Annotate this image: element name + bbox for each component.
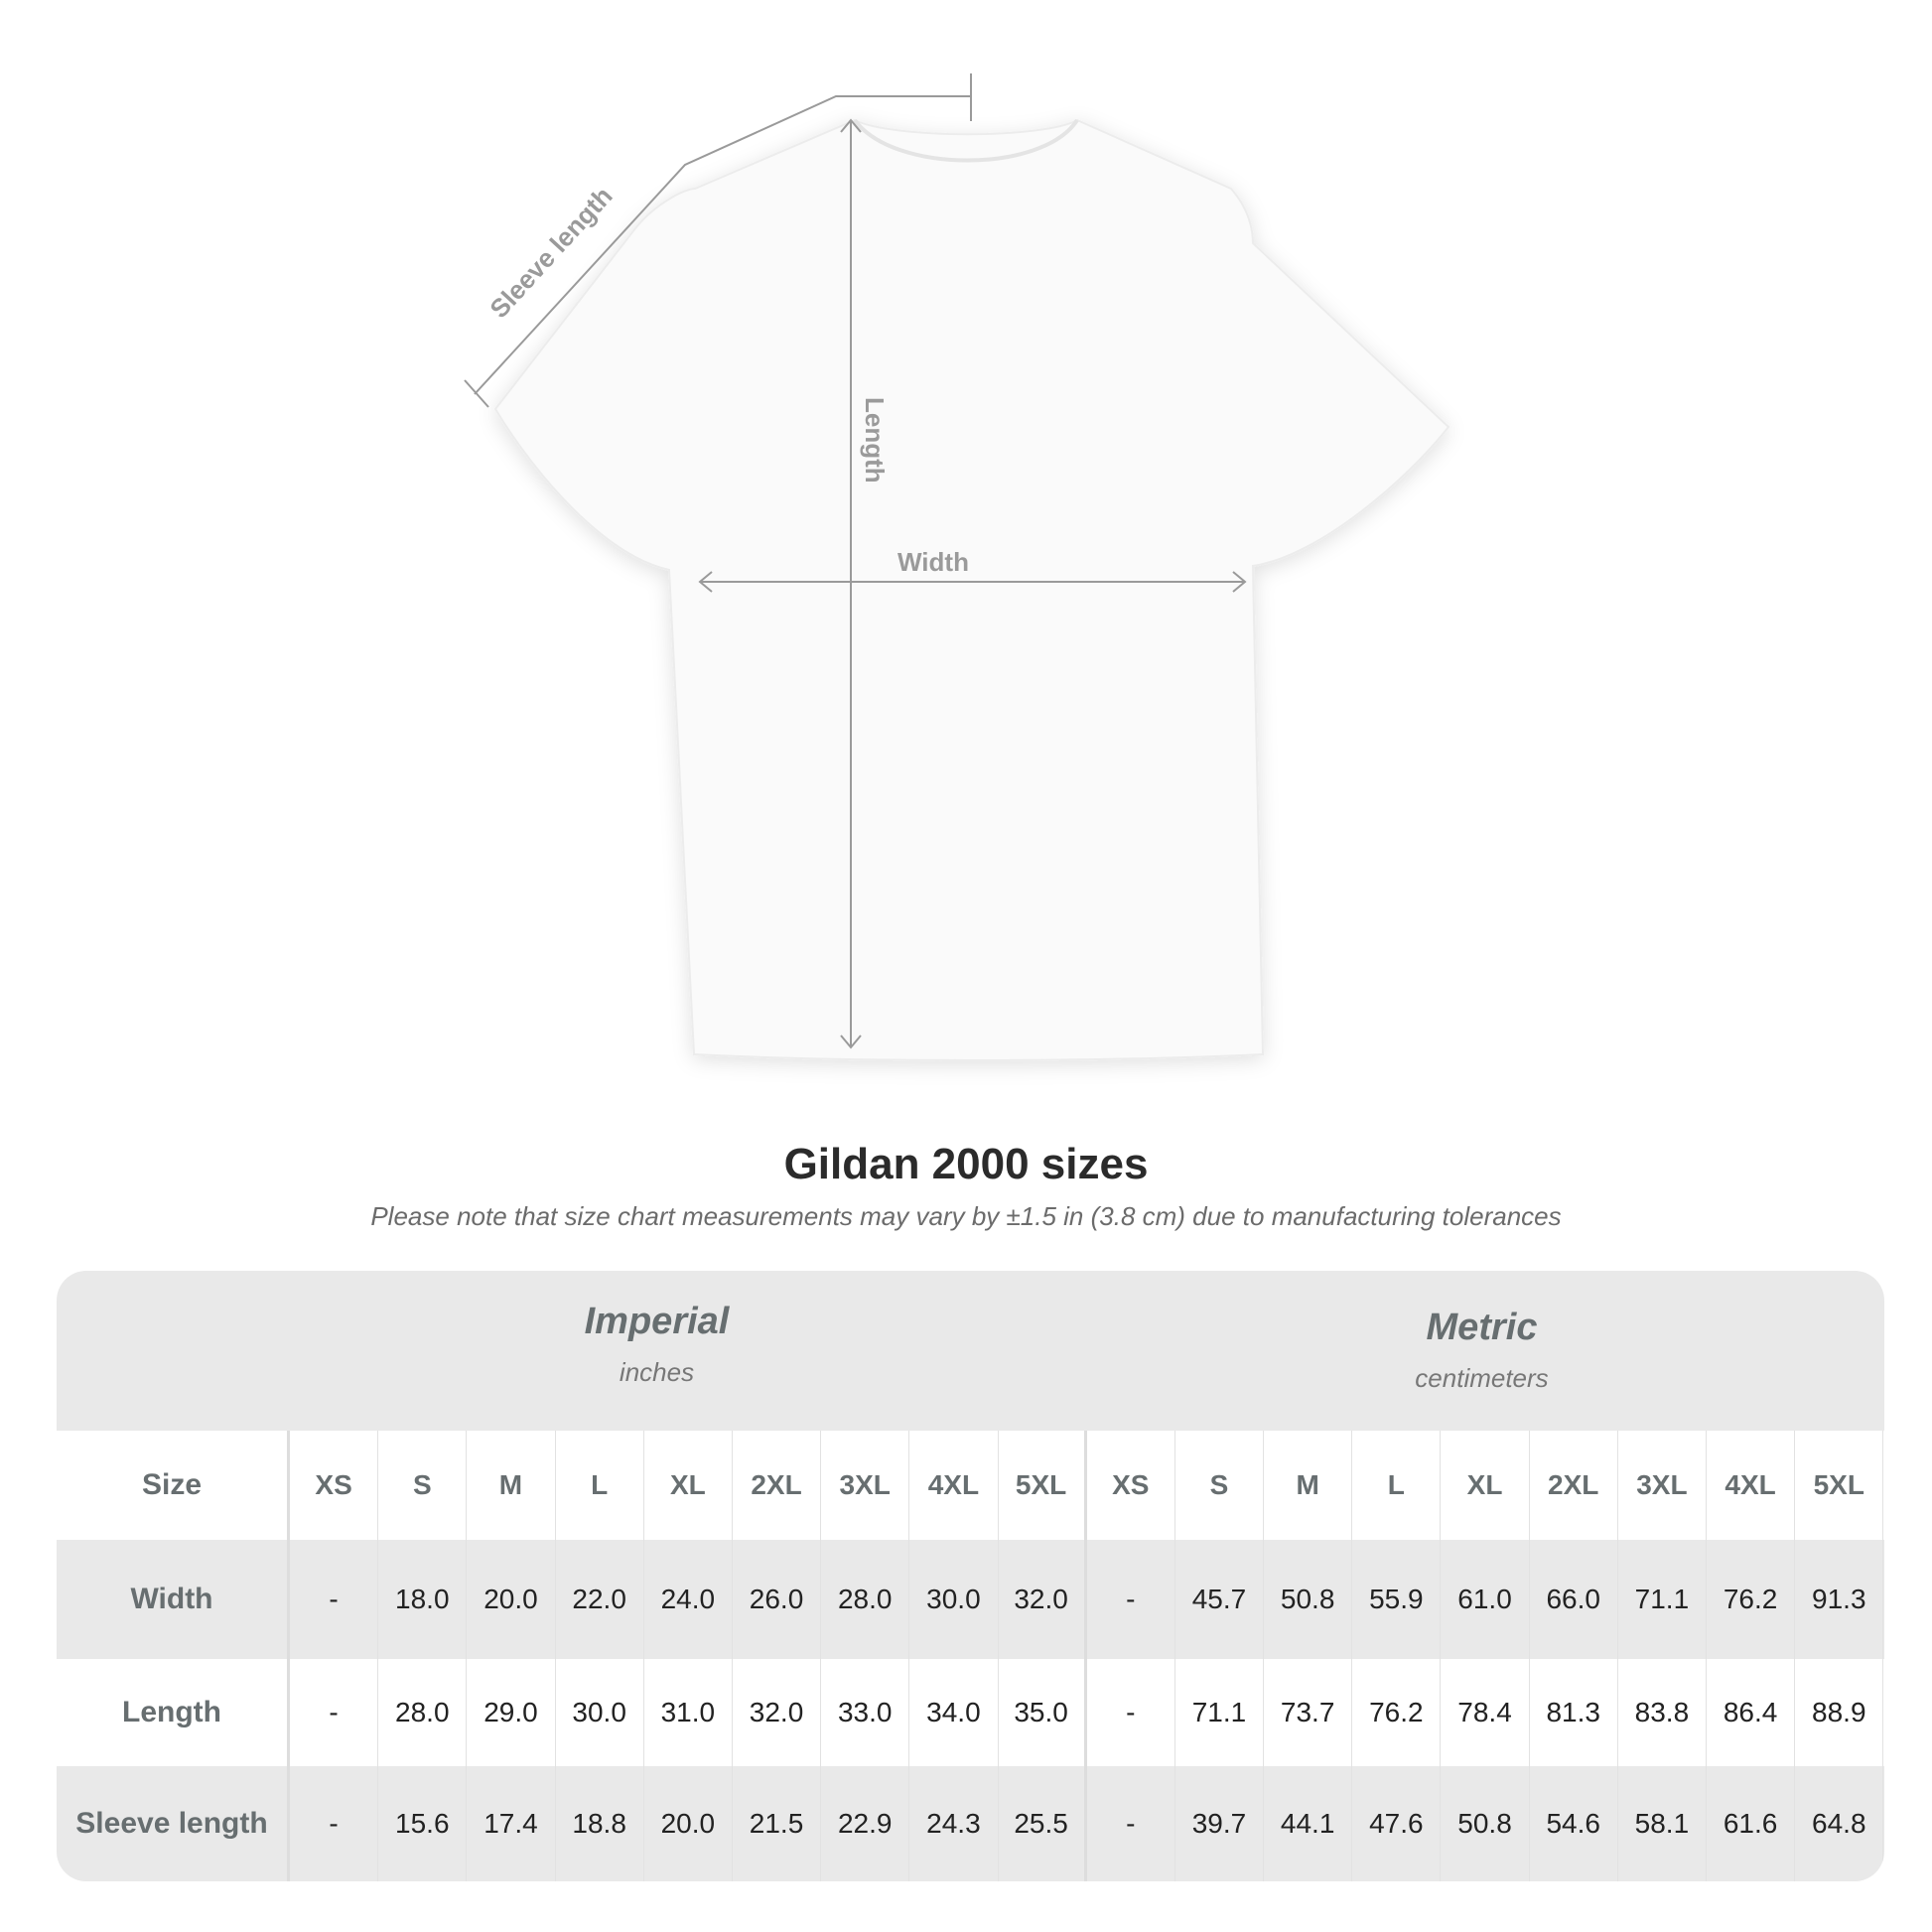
size-header-cell: 2XL bbox=[1530, 1431, 1618, 1540]
chart-title: Gildan 2000 sizes bbox=[783, 1140, 1149, 1188]
table-cell: 91.3 bbox=[1795, 1540, 1884, 1659]
imperial-header: Imperial inches bbox=[258, 1301, 1055, 1388]
size-header-cell: S bbox=[1175, 1431, 1265, 1540]
table-cell: 39.7 bbox=[1175, 1766, 1265, 1881]
table-row: Length -28.0 29.0 30.0 31.0 32.0 33.0 34.0 35.0-… bbox=[57, 1659, 1884, 1766]
table-cell: 31.0 bbox=[644, 1659, 733, 1766]
size-header-cell: 3XL bbox=[1618, 1431, 1707, 1540]
table-cell: - bbox=[1087, 1766, 1175, 1881]
table-cell: 55.9 bbox=[1352, 1540, 1442, 1659]
table-cell: 61.0 bbox=[1441, 1540, 1530, 1659]
table-cell: 64.8 bbox=[1795, 1766, 1884, 1881]
table-cell: 81.3 bbox=[1530, 1659, 1618, 1766]
table-cell: - bbox=[1087, 1659, 1175, 1766]
table-cell: 66.0 bbox=[1530, 1540, 1618, 1659]
table-cell: 35.0 bbox=[999, 1659, 1087, 1766]
table-cell: 78.4 bbox=[1441, 1659, 1530, 1766]
table-cell: 30.0 bbox=[556, 1659, 644, 1766]
tshirt-diagram: Sleeve length Length Width bbox=[464, 73, 1450, 1061]
metric-unit: centimeters bbox=[1415, 1363, 1549, 1393]
size-header-cell: 5XL bbox=[1795, 1431, 1884, 1540]
imperial-unit: inches bbox=[619, 1357, 695, 1387]
imperial-title: Imperial bbox=[584, 1301, 730, 1342]
table-cell: 34.0 bbox=[909, 1659, 999, 1766]
table-cell: 32.0 bbox=[999, 1540, 1087, 1659]
table-cell: 76.2 bbox=[1352, 1659, 1442, 1766]
table-cell: - bbox=[1087, 1540, 1175, 1659]
size-header-cell: 4XL bbox=[1707, 1431, 1796, 1540]
tolerance-note: Please note that size chart measurements… bbox=[370, 1201, 1562, 1231]
size-header-cell: M bbox=[467, 1431, 556, 1540]
table-cell: 26.0 bbox=[733, 1540, 822, 1659]
table-cell: 20.0 bbox=[644, 1766, 733, 1881]
table-cell: 54.6 bbox=[1530, 1766, 1618, 1881]
size-header-cell: 3XL bbox=[821, 1431, 910, 1540]
table-cell: 71.1 bbox=[1175, 1659, 1265, 1766]
table-cell: 28.0 bbox=[378, 1659, 468, 1766]
table-cell: 61.6 bbox=[1707, 1766, 1796, 1881]
table-cell: - bbox=[290, 1540, 379, 1659]
table-cell: 32.0 bbox=[733, 1659, 822, 1766]
row-label: Width bbox=[57, 1540, 290, 1659]
table-cell: 29.0 bbox=[467, 1659, 556, 1766]
table-cell: 71.1 bbox=[1618, 1540, 1707, 1659]
size-header-cell: XS bbox=[1087, 1431, 1175, 1540]
table-cell: 30.0 bbox=[909, 1540, 999, 1659]
table-cell: 86.4 bbox=[1707, 1659, 1796, 1766]
table-cell: 24.0 bbox=[644, 1540, 733, 1659]
tshirt-image bbox=[493, 118, 1450, 1061]
row-label: Size bbox=[57, 1431, 290, 1540]
row-label: Sleeve length bbox=[57, 1766, 290, 1881]
size-header-cell: L bbox=[556, 1431, 644, 1540]
table-cell: 21.5 bbox=[733, 1766, 822, 1881]
table-cell: 47.6 bbox=[1352, 1766, 1442, 1881]
table-cell: 20.0 bbox=[467, 1540, 556, 1659]
size-header-cell: S bbox=[378, 1431, 468, 1540]
table-cell: 83.8 bbox=[1618, 1659, 1707, 1766]
size-header-cell: M bbox=[1264, 1431, 1353, 1540]
table-cell: 44.1 bbox=[1264, 1766, 1353, 1881]
table-cell: 24.3 bbox=[909, 1766, 999, 1881]
table-cell: - bbox=[290, 1659, 379, 1766]
table-cell: 73.7 bbox=[1264, 1659, 1353, 1766]
table-cell: 76.2 bbox=[1707, 1540, 1796, 1659]
table-row: Sleeve length -15.6 17.4 18.8 20.0 21.5 22.9 24… bbox=[57, 1766, 1884, 1881]
table-cell: 25.5 bbox=[999, 1766, 1087, 1881]
size-header-cell: XS bbox=[290, 1431, 379, 1540]
table-row: Width -18.0 20.0 22.0 24.0 26.0 28.0 30.0 32.0-4… bbox=[57, 1540, 1884, 1659]
table-cell: 15.6 bbox=[378, 1766, 468, 1881]
size-header-row: Size XS S M L XL 2XL 3XL 4XL 5XL XS S M L XL 2XL 3XL 4XL 5… bbox=[57, 1431, 1884, 1540]
table-cell: 50.8 bbox=[1441, 1766, 1530, 1881]
table-cell: 33.0 bbox=[821, 1659, 910, 1766]
table-cell: 17.4 bbox=[467, 1766, 556, 1881]
metric-title: Metric bbox=[1426, 1307, 1538, 1348]
table-cell: 18.0 bbox=[378, 1540, 468, 1659]
width-label: Width bbox=[897, 547, 969, 577]
table-cell: 22.0 bbox=[556, 1540, 644, 1659]
measure-arrows bbox=[464, 73, 1247, 1049]
table-cell: 28.0 bbox=[821, 1540, 910, 1659]
row-label: Length bbox=[57, 1659, 290, 1766]
table-cell: 58.1 bbox=[1618, 1766, 1707, 1881]
table-cell: 45.7 bbox=[1175, 1540, 1265, 1659]
metric-header: Metric centimeters bbox=[1083, 1307, 1880, 1394]
table-cell: 88.9 bbox=[1795, 1659, 1884, 1766]
size-header-cell: 5XL bbox=[999, 1431, 1087, 1540]
units-header: Imperial inches Metric centimeters bbox=[57, 1271, 1884, 1431]
size-header-cell: XL bbox=[1441, 1431, 1530, 1540]
length-label: Length bbox=[860, 397, 890, 483]
size-header-cell: 4XL bbox=[909, 1431, 999, 1540]
table-cell: 22.9 bbox=[821, 1766, 910, 1881]
size-header-cell: 2XL bbox=[733, 1431, 822, 1540]
size-header-cell: L bbox=[1352, 1431, 1442, 1540]
table-cell: 50.8 bbox=[1264, 1540, 1353, 1659]
table-cell: - bbox=[290, 1766, 379, 1881]
size-table: Imperial inches Metric centimeters Size X… bbox=[57, 1271, 1884, 1881]
table-cell: 18.8 bbox=[556, 1766, 644, 1881]
size-header-cell: XL bbox=[644, 1431, 733, 1540]
